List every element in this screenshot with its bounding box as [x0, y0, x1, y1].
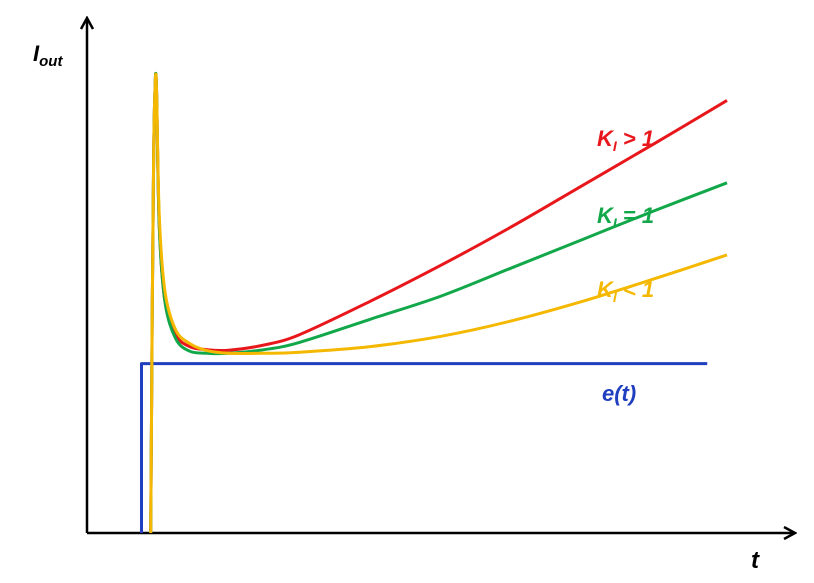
y-axis-label: Iout — [33, 41, 63, 70]
series-label-ki-equal-1: KI = 1 — [597, 203, 654, 231]
series-line-ki-less-1 — [149, 72, 728, 534]
series-label-ki-equal-1-main: K — [597, 203, 615, 228]
series-label-ki-greater-1: KI > 1 — [597, 126, 654, 154]
series-label-ki-greater-1-main: K — [597, 126, 615, 151]
series-label-ki-less-1-rest: < 1 — [617, 277, 654, 302]
series-label-ki-equal-1-sub: I — [613, 215, 618, 231]
series-label-ki-greater-1-sub: I — [613, 138, 618, 154]
series-label-ki-less-1-sub: I — [613, 289, 618, 305]
series-label-ki-less-1: KI < 1 — [597, 277, 654, 305]
series-label-ki-equal-1-rest: = 1 — [617, 203, 654, 228]
series-label-ki-less-1-main: K — [597, 277, 615, 302]
series-label-ki-greater-1-rest: > 1 — [617, 126, 654, 151]
y-axis-label-sub: out — [39, 53, 63, 70]
series-line-e-t — [140, 362, 708, 533]
series-layer — [140, 71, 728, 534]
y-axis-label-main: I — [33, 41, 40, 66]
series-label-e-t: e(t) — [602, 381, 636, 406]
x-axis-label: t — [751, 547, 760, 574]
